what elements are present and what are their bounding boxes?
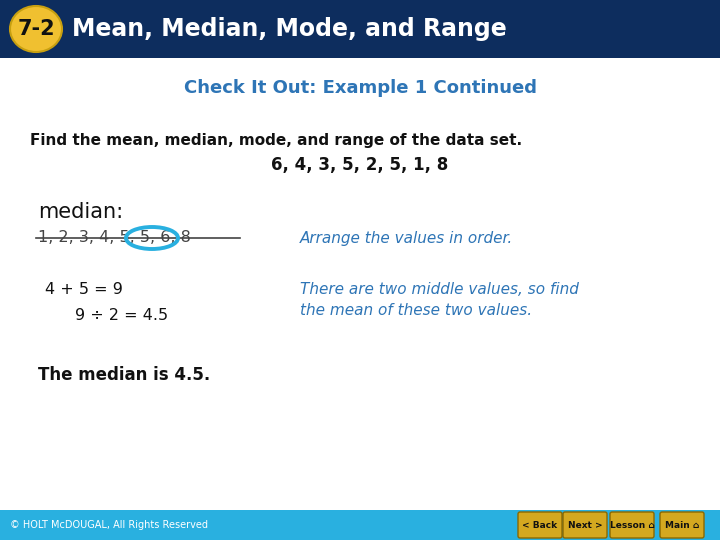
- Text: Check It Out: Example 1 Continued: Check It Out: Example 1 Continued: [184, 79, 536, 97]
- FancyBboxPatch shape: [0, 0, 720, 58]
- FancyBboxPatch shape: [0, 510, 720, 540]
- FancyBboxPatch shape: [610, 512, 654, 538]
- Text: 4 + 5 = 9: 4 + 5 = 9: [45, 282, 123, 298]
- Text: © HOLT McDOUGAL, All Rights Reserved: © HOLT McDOUGAL, All Rights Reserved: [10, 520, 208, 530]
- Text: 1, 2, 3, 4, 5, 5, 6, 8: 1, 2, 3, 4, 5, 5, 6, 8: [38, 231, 191, 246]
- Text: Next >: Next >: [567, 521, 603, 530]
- Text: 7-2: 7-2: [17, 19, 55, 39]
- Text: Lesson ⌂: Lesson ⌂: [610, 521, 654, 530]
- Text: Main ⌂: Main ⌂: [665, 521, 699, 530]
- Text: The median is 4.5.: The median is 4.5.: [38, 366, 210, 384]
- Text: 6, 4, 3, 5, 2, 5, 1, 8: 6, 4, 3, 5, 2, 5, 1, 8: [271, 156, 449, 174]
- FancyBboxPatch shape: [563, 512, 607, 538]
- FancyBboxPatch shape: [518, 512, 562, 538]
- Text: < Back: < Back: [523, 521, 557, 530]
- Ellipse shape: [10, 6, 62, 52]
- FancyBboxPatch shape: [660, 512, 704, 538]
- Text: Mean, Median, Mode, and Range: Mean, Median, Mode, and Range: [72, 17, 507, 41]
- Text: median:: median:: [38, 202, 123, 222]
- Text: Arrange the values in order.: Arrange the values in order.: [300, 231, 513, 246]
- Text: Find the mean, median, mode, and range of the data set.: Find the mean, median, mode, and range o…: [30, 132, 522, 147]
- Text: 9 ÷ 2 = 4.5: 9 ÷ 2 = 4.5: [75, 307, 168, 322]
- Text: There are two middle values, so find
the mean of these two values.: There are two middle values, so find the…: [300, 282, 579, 318]
